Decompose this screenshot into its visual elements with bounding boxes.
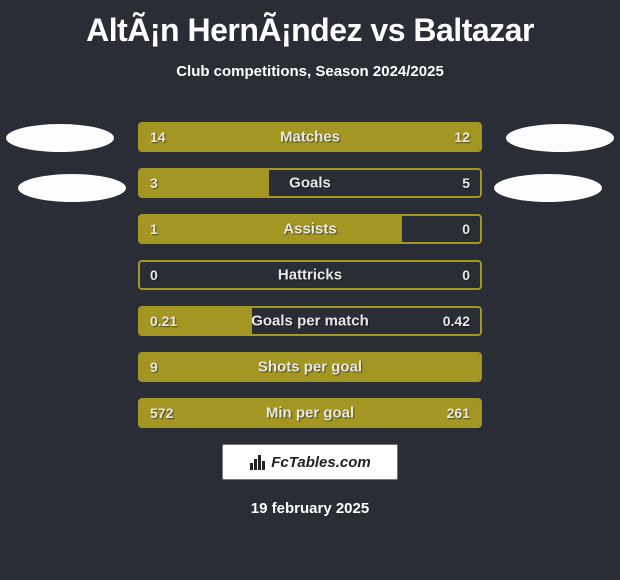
stat-value-right: 0 bbox=[462, 221, 470, 237]
stat-bar-left bbox=[140, 124, 324, 150]
stat-value-right: 5 bbox=[462, 175, 470, 191]
stat-value-left: 0 bbox=[150, 267, 158, 283]
stat-bar-left bbox=[140, 400, 480, 426]
bar-chart-icon bbox=[249, 453, 267, 471]
stat-bar-left bbox=[140, 308, 252, 334]
stats-container: Matches1412Goals35Assists10Hattricks00Go… bbox=[138, 122, 482, 444]
stat-row: Min per goal572261 bbox=[138, 398, 482, 428]
stat-bar-left bbox=[140, 354, 480, 380]
stat-bar-left bbox=[140, 216, 402, 242]
player-right-ellipse-bottom bbox=[494, 174, 602, 202]
date-text: 19 february 2025 bbox=[0, 500, 620, 517]
stat-row: Hattricks0 0 bbox=[138, 260, 482, 290]
player-right-ellipse-top bbox=[506, 124, 614, 152]
logo-box: FcTables.com bbox=[222, 444, 398, 480]
stat-row: Goals per match0.210.42 bbox=[138, 306, 482, 336]
player-left-ellipse-top bbox=[6, 124, 114, 152]
stat-bar-right bbox=[324, 124, 480, 150]
logo-text: FcTables.com bbox=[271, 454, 370, 471]
stat-row: Shots per goal9 bbox=[138, 352, 482, 382]
stat-bar-left bbox=[140, 170, 269, 196]
player-left-ellipse-bottom bbox=[18, 174, 126, 202]
page-title: AltÃ¡n HernÃ¡ndez vs Baltazar bbox=[0, 0, 620, 49]
stat-row: Matches1412 bbox=[138, 122, 482, 152]
stat-row: Assists10 bbox=[138, 214, 482, 244]
stat-row: Goals35 bbox=[138, 168, 482, 198]
stat-value-right: 0.42 bbox=[443, 313, 470, 329]
stat-value-right: 0 bbox=[462, 267, 470, 283]
subtitle: Club competitions, Season 2024/2025 bbox=[0, 63, 620, 80]
stat-label: Hattricks bbox=[140, 267, 480, 284]
